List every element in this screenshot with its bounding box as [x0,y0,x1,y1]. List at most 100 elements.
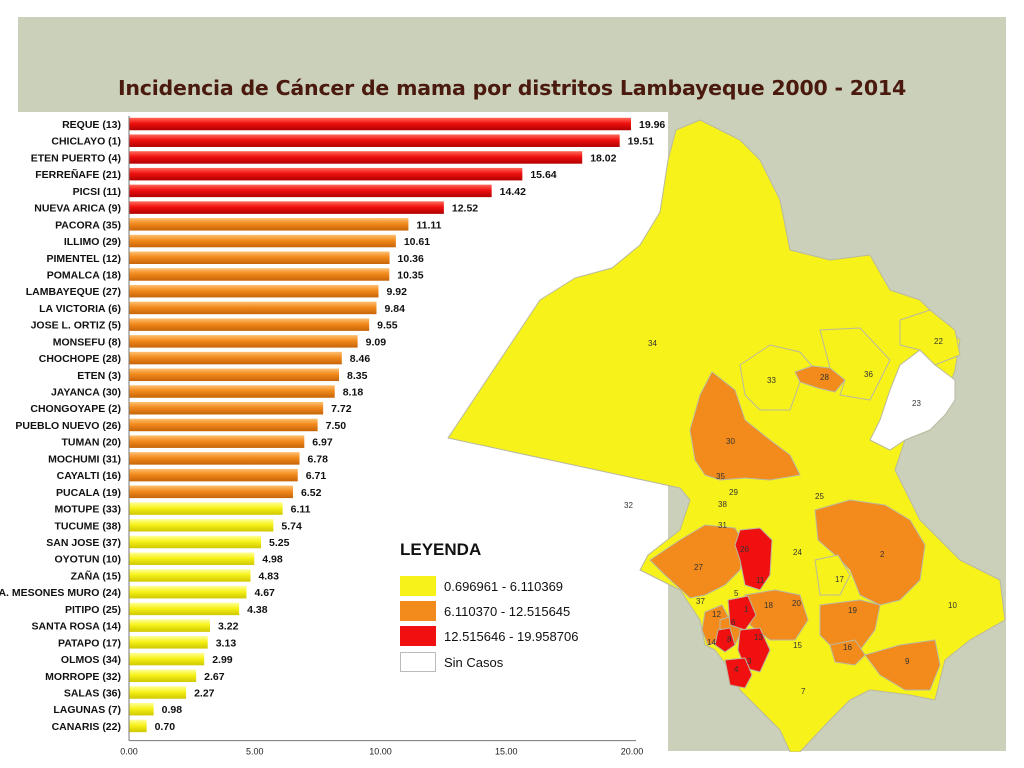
bar-32 [129,652,205,666]
value-label-2: 18.02 [590,152,616,164]
x-tick-label-3: 15.00 [495,747,518,757]
district-label-13: 13 [754,633,763,642]
category-label-34: SALAS (36) [64,687,121,699]
bar-23 [129,502,283,515]
bar-8 [129,251,390,265]
bar-15 [129,368,340,382]
map-region-23 [869,349,956,451]
category-label-24: TUCUME (38) [54,520,121,532]
value-label-36: 0.70 [155,721,176,733]
district-label-5: 5 [734,589,739,598]
category-label-7: ILLIMO (29) [64,236,121,248]
x-tick-label-4: 20.00 [621,747,644,757]
district-label-35: 35 [716,472,725,481]
district-label-6: 6 [731,618,736,627]
value-label-14: 8.46 [350,353,371,365]
district-label-14: 14 [707,638,716,647]
bar-13 [129,335,358,348]
bar-chart-svg: REQUE (13) 19.96 CHICLAYO (1) 19.51 ETEN PUE… [0,116,665,757]
bar-21 [129,468,298,482]
district-label-15: 15 [793,641,802,650]
value-label-34: 2.27 [194,687,215,699]
district-label-7: 7 [801,687,806,696]
district-label-34: 34 [648,339,657,348]
value-label-35: 0.98 [162,704,183,716]
district-label-2: 2 [880,550,885,559]
bar-30 [129,619,210,632]
district-label-9: 9 [905,657,910,666]
value-label-0: 19.96 [639,119,665,131]
bar-3 [129,167,523,181]
district-label-4: 4 [734,665,739,674]
x-tick-label-2: 10.00 [369,747,392,757]
category-label-33: MORROPE (32) [45,671,121,683]
value-label-12: 9.55 [377,320,398,332]
map-region-19 [819,599,881,651]
district-label-27: 27 [694,563,703,572]
value-label-32: 2.99 [212,654,233,666]
district-map: 34 22 33 28 36 23 30 35 29 38 25 32 31 26 24 2 27 11 17 5 1 1… [430,112,1015,753]
district-label-1: 1 [744,605,749,614]
value-label-27: 4.83 [258,570,279,582]
district-label-24: 24 [793,548,802,557]
value-label-21: 6.71 [306,470,327,482]
bar-12 [129,318,370,331]
category-label-23: MOTUPE (33) [54,504,121,516]
value-label-1: 19.51 [628,136,654,148]
bar-31 [129,636,208,649]
bar-26 [129,552,255,565]
category-label-19: TUMAN (20) [62,437,122,449]
value-label-8: 10.36 [398,253,424,265]
map-region-8 [714,627,736,653]
category-label-31: PATAPO (17) [58,637,121,649]
value-label-17: 7.72 [331,403,352,415]
map-region-27 [649,524,746,599]
district-label-19: 19 [848,606,857,615]
category-label-4: PICSI (11) [73,186,121,198]
map-region-16 [829,639,866,666]
district-label-22: 22 [934,337,943,346]
map-region-26-11 [734,527,773,591]
district-label-32: 32 [624,501,633,510]
district-label-11: 11 [756,576,765,585]
category-label-36: CANARIS (22) [52,721,121,733]
bar-20 [129,452,300,465]
map-region-9 [864,639,941,691]
bar-25 [129,535,262,549]
category-label-14: CHOCHOPE (28) [39,353,121,365]
bar-35 [129,702,154,716]
value-label-4: 14.42 [500,186,526,198]
bar-16 [129,385,335,398]
category-label-16: JAYANCA (30) [51,387,121,399]
map-region-22 [899,309,961,366]
bar-5 [129,201,444,214]
legend-item-0: 0.696961 - 6.110369 [400,576,563,596]
x-tick-label-0: 0.00 [120,747,138,757]
category-label-18: PUEBLO NUEVO (26) [15,420,121,432]
map-region-30 [689,371,801,481]
district-label-20: 20 [792,599,801,608]
category-label-3: FERREÑAFE (21) [35,168,121,181]
value-label-30: 3.22 [218,621,239,633]
category-label-27: ZAÑA (15) [71,569,121,582]
bar-19 [129,435,305,448]
district-label-29: 29 [729,488,738,497]
legend-item-1: 6.110370 - 12.515645 [400,601,570,621]
category-label-28: M. A. MESONES MURO (24) [0,587,121,599]
bar-36 [129,719,147,733]
map-region-33 [739,344,813,411]
bar-29 [129,602,240,616]
bar-11 [129,301,377,315]
category-label-15: ETEN (3) [77,370,121,382]
value-label-31: 3.13 [216,637,237,649]
legend-swatch-2 [400,626,436,646]
bar-34 [129,686,187,699]
value-label-22: 6.52 [301,487,322,499]
value-label-29: 4.38 [247,604,268,616]
legend-swatch-3 [400,652,436,672]
category-label-17: CHONGOYAPE (2) [30,403,121,415]
district-label-28: 28 [820,373,829,382]
legend-swatch-0 [400,576,436,596]
value-label-28: 4.67 [254,587,275,599]
